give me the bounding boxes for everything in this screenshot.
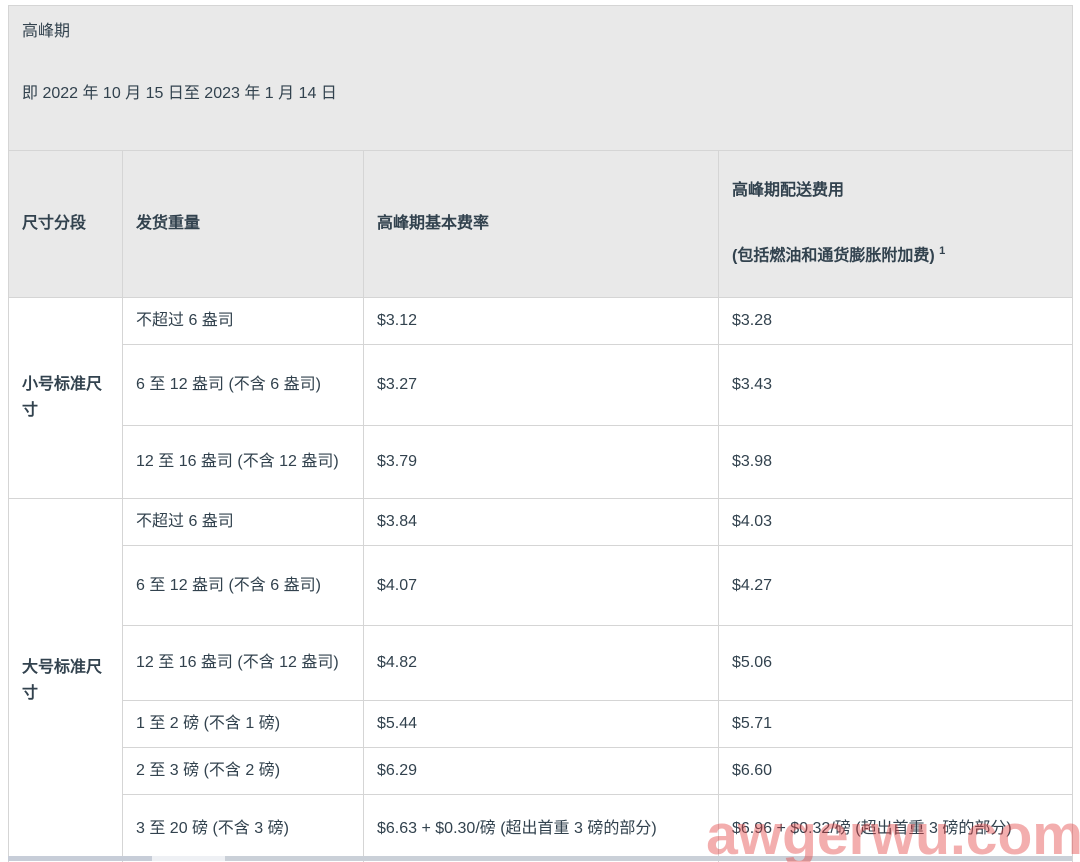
section-title: 高峰期 <box>22 23 71 40</box>
peak-fee-cell: $6.60 <box>717 747 1074 795</box>
col-header-peak-fulfillment-fee: 高峰期配送费用 (包括燃油和通货膨胀附加费) 1 <box>717 150 1074 298</box>
peak-fee-cell: $4.03 <box>717 498 1074 546</box>
base-rate-cell: $6.63 + $0.30/磅 (超出首重 3 磅的部分) <box>363 794 719 862</box>
size-tier-cell: 小号标准尺寸 <box>8 297 123 499</box>
col-header-peak-fee-line1: 高峰期配送费用 <box>732 182 845 200</box>
peak-fee-cell: $4.27 <box>717 545 1074 626</box>
base-rate-cell: $3.12 <box>363 297 719 345</box>
section-header-row: 高峰期 即 2022 年 10 月 15 日至 2023 年 1 月 14 日 <box>7 5 1074 151</box>
col-header-peak-base-rate: 高峰期基本费率 <box>363 150 719 298</box>
weight-cell: 不超过 6 盎司 <box>122 498 364 546</box>
weight-cell: 12 至 16 盎司 (不含 12 盎司) <box>122 625 364 701</box>
base-rate-cell: $6.29 <box>363 747 719 795</box>
weight-cell: 3 至 20 磅 (不含 3 磅) <box>122 794 364 862</box>
weight-cell: 6 至 12 盎司 (不含 6 盎司) <box>122 344 364 426</box>
table-row: 1 至 2 磅 (不含 1 磅) $5.44 $5.71 <box>9 700 1074 748</box>
table-row: 大号标准尺寸 不超过 6 盎司 $3.84 $4.03 <box>8 498 1074 862</box>
table-body: 小号标准尺寸 不超过 6 盎司 $3.12 $3.28 6 至 12 盎司 (不含 6 … <box>8 297 1074 862</box>
peak-fee-cell: $3.28 <box>717 297 1074 345</box>
table-row: 2 至 3 磅 (不含 2 磅) $6.29 $6.60 <box>9 747 1074 795</box>
col-header-peak-fee-line2-wrap: (包括燃油和通货膨胀附加费) 1 <box>732 238 1059 269</box>
weight-cell: 12 至 16 盎司 (不含 12 盎司) <box>122 425 364 499</box>
table-row: 小号标准尺寸 不超过 6 盎司 $3.12 $3.28 <box>8 297 1074 499</box>
bottom-scroll-strip[interactable] <box>8 856 1072 861</box>
peak-fee-cell: $5.71 <box>717 700 1074 748</box>
base-rate-cell: $4.07 <box>363 545 719 626</box>
column-header-row: 尺寸分段 发货重量 高峰期基本费率 高峰期配送费用 (包括燃油和通货膨胀附加费)… <box>8 150 1074 298</box>
peak-fee-cell: $6.96 + $0.32/磅 (超出首重 3 磅的部分) <box>717 794 1074 862</box>
table-row: 6 至 12 盎司 (不含 6 盎司) $3.27 $3.43 <box>9 344 1074 426</box>
weight-cell: 2 至 3 磅 (不含 2 磅) <box>122 747 364 795</box>
base-rate-cell: $3.84 <box>363 498 719 546</box>
peak-fee-cell: $3.43 <box>717 344 1074 426</box>
weight-cell: 1 至 2 磅 (不含 1 磅) <box>122 700 364 748</box>
table-row: 12 至 16 盎司 (不含 12 盎司) $4.82 $5.06 <box>9 625 1074 701</box>
base-rate-cell: $3.27 <box>363 344 719 426</box>
col-header-shipping-weight-label: 发货重量 <box>136 215 201 232</box>
table-row: 6 至 12 盎司 (不含 6 盎司) $4.07 $4.27 <box>9 545 1074 626</box>
col-header-size-tier: 尺寸分段 <box>8 150 123 298</box>
table-head: 高峰期 即 2022 年 10 月 15 日至 2023 年 1 月 14 日 … <box>7 5 1074 298</box>
base-rate-cell: $5.44 <box>363 700 719 748</box>
section-header-cell: 高峰期 即 2022 年 10 月 15 日至 2023 年 1 月 14 日 <box>7 5 1074 151</box>
section-date-range: 即 2022 年 10 月 15 日至 2023 年 1 月 14 日 <box>22 85 337 102</box>
base-rate-cell: $4.82 <box>363 625 719 701</box>
col-header-peak-fee-line2: (包括燃油和通货膨胀附加费) <box>732 247 935 265</box>
size-tier-cell: 大号标准尺寸 <box>8 498 123 862</box>
col-header-peak-base-rate-label: 高峰期基本费率 <box>377 215 490 232</box>
weight-cell: 6 至 12 盎司 (不含 6 盎司) <box>122 545 364 626</box>
table-row: 3 至 20 磅 (不含 3 磅) $6.63 + $0.30/磅 (超出首重 3… <box>9 794 1074 862</box>
table-row: 12 至 16 盎司 (不含 12 盎司) $3.79 $3.98 <box>9 425 1074 499</box>
col-header-shipping-weight: 发货重量 <box>122 150 364 298</box>
col-header-size-tier-label: 尺寸分段 <box>22 215 87 232</box>
peak-season-fee-table: 高峰期 即 2022 年 10 月 15 日至 2023 年 1 月 14 日 … <box>7 5 1074 862</box>
weight-cell: 不超过 6 盎司 <box>122 297 364 345</box>
peak-fee-cell: $5.06 <box>717 625 1074 701</box>
peak-fee-cell: $3.98 <box>717 425 1074 499</box>
footnote-superscript: 1 <box>939 245 946 258</box>
base-rate-cell: $3.79 <box>363 425 719 499</box>
